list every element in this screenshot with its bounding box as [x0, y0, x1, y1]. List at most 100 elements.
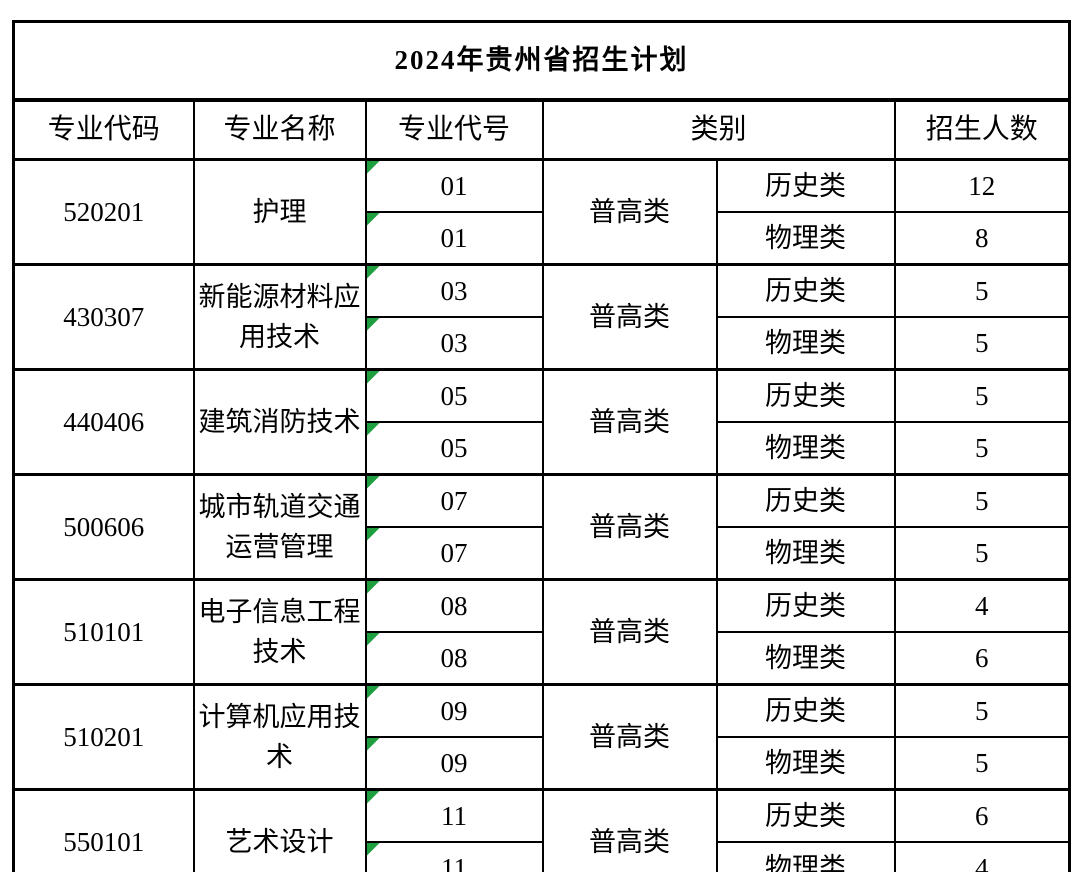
track-cell: 历史类 [715, 158, 896, 213]
major-number: 11 [441, 852, 467, 872]
category-cell: 普高类 [541, 788, 718, 872]
title-row: 2024年贵州省招生计划 [12, 20, 1071, 102]
major-number: 05 [440, 380, 468, 411]
quota-cell: 6 [893, 631, 1071, 686]
track-cell: 历史类 [715, 683, 896, 738]
major-code-cell: 510101 [12, 578, 195, 686]
table-row: 11 物理类 4 [14, 841, 1071, 872]
col-header-code: 专业代码 [12, 99, 195, 161]
track-cell: 历史类 [715, 473, 896, 528]
category-cell: 普高类 [541, 578, 718, 686]
major-number-cell: 08 [364, 578, 544, 633]
table-row: 03 物理类 5 [14, 316, 1071, 371]
col-header-category: 类别 [541, 99, 896, 161]
category-cell: 普高类 [541, 683, 718, 791]
table-row: 500606 城市轨道交通运营管理 07 普高类 历史类 5 [12, 473, 1071, 581]
col-header-quota: 招生人数 [893, 99, 1071, 161]
quota-cell: 5 [893, 263, 1071, 318]
header-row: 专业代码 专业名称 专业代号 类别 招生人数 [12, 99, 1071, 161]
page-title: 2024年贵州省招生计划 [12, 20, 1071, 102]
quota-cell: 12 [893, 158, 1071, 213]
major-number-cell: 01 [364, 211, 544, 266]
major-number: 09 [440, 747, 468, 778]
track-cell: 物理类 [715, 211, 896, 266]
track-cell: 历史类 [715, 578, 896, 633]
green-triangle-icon [367, 582, 380, 594]
category-cell: 普高类 [541, 263, 718, 371]
major-number-cell: 05 [364, 368, 544, 423]
track-cell: 物理类 [715, 631, 896, 686]
table-row: 520201 护理 01 普高类 历史类 12 [12, 158, 1071, 266]
table-row: 510101 电子信息工程技术 08 普高类 历史类 4 [12, 578, 1071, 686]
track-cell: 历史类 [715, 263, 896, 318]
major-number-cell: 07 [364, 473, 544, 528]
major-number: 08 [440, 590, 468, 621]
major-number: 03 [440, 275, 468, 306]
major-name-cell: 计算机应用技术 [192, 683, 367, 791]
green-triangle-icon [367, 843, 380, 856]
table-row: 440406 建筑消防技术 05 普高类 历史类 5 [12, 368, 1071, 476]
major-number: 11 [441, 800, 467, 831]
table-row: 05 物理类 5 [14, 421, 1071, 476]
table-row: 07 物理类 5 [14, 526, 1071, 581]
major-number: 08 [440, 642, 468, 673]
track-cell: 物理类 [715, 421, 896, 476]
major-number: 03 [440, 327, 468, 358]
track-cell: 历史类 [715, 788, 896, 843]
major-code-cell: 510201 [12, 683, 195, 791]
table-row: 510201 计算机应用技术 09 普高类 历史类 5 [12, 683, 1071, 791]
quota-cell: 5 [893, 368, 1071, 423]
green-triangle-icon [367, 213, 380, 226]
major-number: 07 [440, 537, 468, 568]
table-row: 08 物理类 6 [14, 631, 1071, 686]
track-cell: 物理类 [715, 841, 896, 872]
category-cell: 普高类 [541, 158, 718, 266]
major-number-cell: 09 [364, 736, 544, 791]
col-header-name: 专业名称 [192, 99, 367, 161]
major-number-cell: 01 [364, 158, 544, 213]
major-number: 01 [440, 222, 468, 253]
green-triangle-icon [367, 528, 380, 541]
quota-cell: 5 [893, 421, 1071, 476]
major-number-cell: 03 [364, 316, 544, 371]
major-number-cell: 03 [364, 263, 544, 318]
quota-cell: 4 [893, 841, 1071, 872]
quota-cell: 5 [893, 683, 1071, 738]
major-number-cell: 09 [364, 683, 544, 738]
green-triangle-icon [367, 318, 380, 331]
category-cell: 普高类 [541, 368, 718, 476]
quota-cell: 4 [893, 578, 1071, 633]
quota-cell: 6 [893, 788, 1071, 843]
major-number-cell: 05 [364, 421, 544, 476]
table-row: 430307 新能源材料应用技术 03 普高类 历史类 5 [12, 263, 1071, 371]
major-name-cell: 城市轨道交通运营管理 [192, 473, 367, 581]
category-cell: 普高类 [541, 473, 718, 581]
table-row: 550101 艺术设计 11 普高类 历史类 6 [12, 788, 1071, 872]
major-number: 01 [440, 170, 468, 201]
track-cell: 历史类 [715, 368, 896, 423]
green-triangle-icon [367, 372, 380, 384]
table-row: 09 物理类 5 [14, 736, 1071, 791]
major-number-cell: 08 [364, 631, 544, 686]
quota-cell: 5 [893, 473, 1071, 528]
major-number: 09 [440, 695, 468, 726]
green-triangle-icon [367, 267, 380, 279]
quota-cell: 8 [893, 211, 1071, 266]
major-number-cell: 11 [364, 788, 544, 843]
major-number-cell: 11 [364, 841, 544, 872]
quota-cell: 5 [893, 526, 1071, 581]
green-triangle-icon [367, 792, 380, 804]
green-triangle-icon [367, 687, 380, 699]
major-name-cell: 新能源材料应用技术 [192, 263, 367, 371]
track-cell: 物理类 [715, 316, 896, 371]
green-triangle-icon [367, 477, 380, 489]
major-code-cell: 500606 [12, 473, 195, 581]
major-code-cell: 520201 [12, 158, 195, 266]
track-cell: 物理类 [715, 526, 896, 581]
track-cell: 物理类 [715, 736, 896, 791]
admission-plan-table: 2024年贵州省招生计划 专业代码 专业名称 专业代号 类别 招生人数 5202… [12, 20, 1072, 872]
major-name-cell: 护理 [192, 158, 367, 266]
col-header-number: 专业代号 [364, 99, 544, 161]
quota-cell: 5 [893, 736, 1071, 791]
